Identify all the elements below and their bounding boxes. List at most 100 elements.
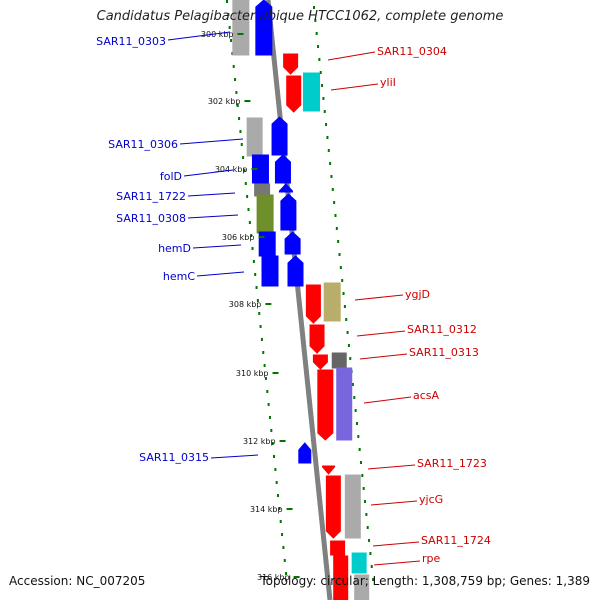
gc-dot-right — [366, 526, 369, 529]
gene-feature-block — [305, 284, 321, 324]
gene-feature-block — [251, 154, 269, 184]
gene-feature-block — [284, 231, 301, 255]
gc-dot-right — [323, 110, 326, 113]
gc-dot-right — [347, 344, 350, 347]
gene-feature-block — [283, 53, 299, 75]
gc-dot-right — [314, 19, 317, 22]
gc-dot-left — [267, 403, 270, 406]
gc-skew-dots — [226, 0, 375, 581]
gc-dot-left — [258, 312, 261, 315]
gc-dot-right — [330, 175, 333, 178]
leader-line — [327, 51, 376, 61]
gene-label-reverse: SAR11_0303 — [96, 35, 166, 48]
gc-dot-right — [319, 71, 322, 74]
gc-dot-left — [236, 104, 239, 107]
gc-dot-left — [259, 325, 262, 328]
gc-dot-right — [361, 474, 364, 477]
gene-feature-block — [323, 282, 341, 322]
gene-feature-block — [258, 231, 276, 257]
gene-label-reverse: SAR11_0306 — [108, 138, 178, 151]
accession-label: Accession: NC_007205 — [9, 574, 146, 588]
gc-dot-right — [315, 32, 318, 35]
gc-dot-right — [318, 58, 321, 61]
leader-line — [196, 271, 245, 277]
gc-dot-left — [252, 260, 255, 263]
gene-feature-block — [325, 475, 341, 539]
gc-dot-right — [369, 552, 372, 555]
tick-label: 310 kbp — [236, 369, 269, 378]
gc-dot-right — [364, 500, 367, 503]
gene-label-forward: SAR11_1723 — [417, 457, 487, 470]
leader-line — [330, 83, 379, 91]
gene-feature-block — [312, 354, 328, 370]
gc-dot-right — [337, 240, 340, 243]
gene-feature-block — [287, 255, 304, 287]
gc-dot-left — [283, 559, 286, 562]
tick-mark — [251, 168, 258, 170]
gc-dot-right — [357, 435, 360, 438]
gc-dot-left — [226, 0, 228, 3]
tick-mark — [272, 372, 279, 374]
gc-dot-left — [251, 247, 254, 250]
gc-dot-right — [342, 292, 345, 295]
gc-dot-right — [331, 188, 334, 191]
tick-label: 308 kbp — [229, 300, 262, 309]
gene-feature-block — [254, 183, 271, 197]
gc-dot-left — [235, 91, 238, 94]
gc-dot-right — [339, 266, 342, 269]
gc-dot-left — [228, 26, 231, 29]
gc-dot-right — [326, 136, 329, 139]
gene-feature-block — [322, 465, 336, 475]
gc-dot-left — [260, 338, 263, 341]
gc-dot-right — [335, 227, 338, 230]
gc-dot-left — [234, 78, 237, 81]
gene-label-reverse: SAR11_1722 — [116, 190, 186, 203]
gene-features — [232, 0, 370, 600]
tick-mark — [244, 100, 251, 102]
tick-label: 312 kbp — [243, 437, 276, 446]
gene-feature-block — [261, 255, 279, 287]
tick-mark — [279, 440, 286, 442]
gc-dot-left — [279, 520, 282, 523]
gene-label-forward: SAR11_1724 — [421, 534, 491, 547]
gene-feature-block — [274, 154, 291, 184]
leader-line — [373, 560, 421, 566]
gc-dot-right — [317, 45, 320, 48]
tick-mark — [293, 576, 300, 578]
leader-line — [356, 330, 406, 337]
gc-dot-right — [370, 565, 373, 568]
leader-line — [187, 214, 239, 219]
map-title: Candidatus Pelagibacter ubique HTCC1062,… — [96, 9, 504, 24]
gc-dot-left — [274, 468, 277, 471]
gc-dot-left — [246, 195, 249, 198]
gc-dot-right — [327, 149, 330, 152]
gc-dot-right — [351, 383, 354, 386]
gc-dot-right — [355, 422, 358, 425]
gene-feature-block — [232, 0, 250, 56]
gc-dot-right — [365, 513, 368, 516]
leader-line — [367, 464, 416, 470]
genome-backbone — [265, 0, 333, 600]
gene-labels: SAR11_0303 SAR11_0306 folD SAR11_1722 SAR11_… — [96, 35, 491, 565]
gene-feature-block — [286, 75, 302, 113]
gc-dot-left — [282, 546, 285, 549]
gc-dot-left — [238, 117, 241, 120]
gene-label-forward: acsA — [413, 389, 440, 402]
gene-label-reverse: hemC — [163, 270, 195, 283]
gc-dot-left — [268, 416, 271, 419]
gc-dot-right — [368, 539, 371, 542]
gene-label-forward: yliI — [380, 76, 396, 89]
gc-dot-left — [232, 65, 235, 68]
gc-dot-left — [270, 429, 273, 432]
gc-dot-left — [250, 234, 253, 237]
leader-line — [167, 31, 231, 41]
gene-label-forward: SAR11_0304 — [377, 45, 447, 58]
gene-feature-block — [246, 117, 263, 157]
gc-dot-left — [278, 507, 281, 510]
gc-dot-left — [239, 130, 242, 133]
gc-dot-left — [230, 39, 233, 42]
gc-dot-right — [372, 578, 375, 581]
genome-summary: Topology: circular; Length: 1,308,759 bp… — [260, 574, 590, 588]
gene-label-forward: yjcG — [419, 493, 443, 506]
